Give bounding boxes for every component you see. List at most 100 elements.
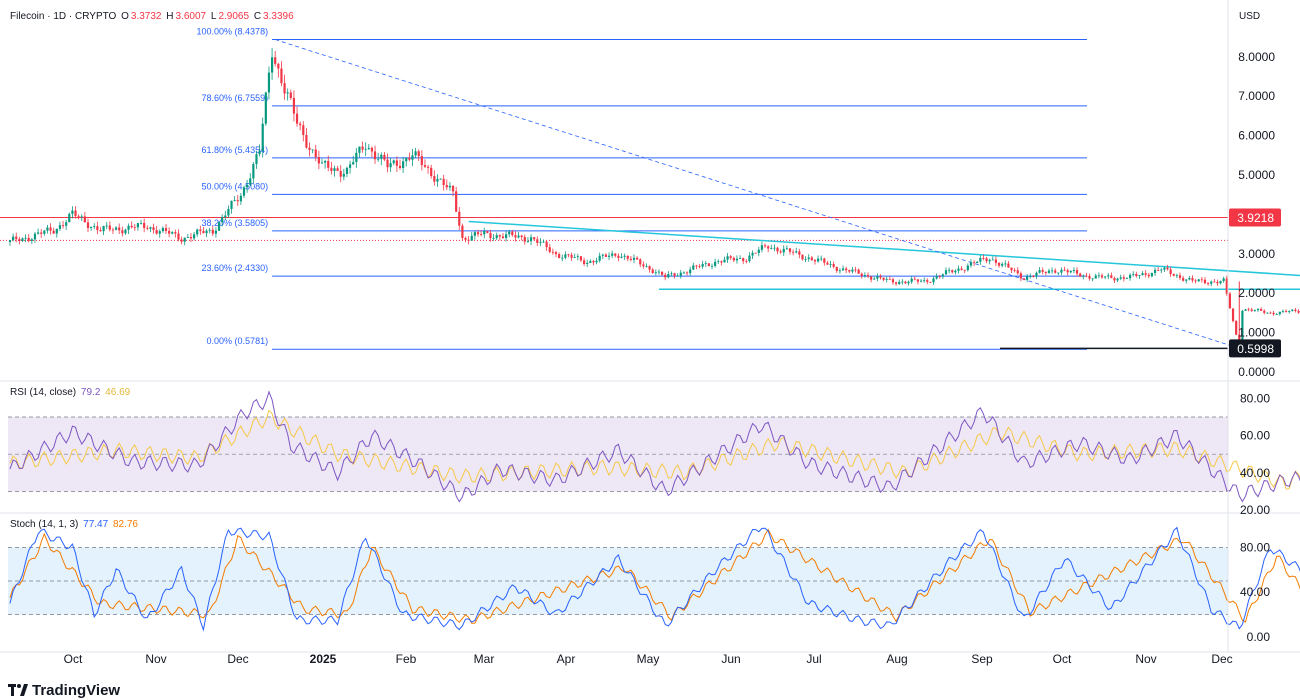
candle-body (985, 258, 988, 262)
candle-body (236, 200, 239, 202)
candle-body (286, 92, 289, 94)
candle-body (717, 261, 720, 263)
candle-body (960, 268, 963, 270)
candle-body (1047, 270, 1051, 273)
candle-body (676, 275, 679, 277)
candle-body (813, 260, 817, 262)
stoch-d-line (9, 528, 1300, 624)
candle-body (1001, 263, 1004, 266)
candle-body (1163, 267, 1166, 270)
candle-body (1072, 270, 1076, 271)
candle-body (1113, 278, 1116, 281)
candle-body (130, 225, 133, 228)
tradingview-logo[interactable]: TradingView (8, 682, 120, 699)
candle-body (1007, 263, 1010, 268)
stoch-k-line (9, 526, 1300, 632)
candle-body (1160, 269, 1163, 271)
candle-body (121, 230, 124, 234)
candle-body (277, 63, 280, 69)
candle-body (1256, 309, 1260, 311)
candle-body (383, 154, 386, 160)
candle-body (1085, 275, 1088, 277)
candle-body (1253, 310, 1256, 311)
rsi-ma-value: 46.69 (105, 387, 131, 398)
candle-body (473, 232, 476, 236)
candle-body (1278, 311, 1281, 315)
candle-body (202, 230, 205, 234)
price-tick-label: 7.0000 (1238, 89, 1275, 103)
fib-level-label: 100.00% (8.4378) (197, 27, 269, 37)
candle-body (211, 229, 214, 234)
time-tick-label: May (637, 652, 660, 666)
candle-body (448, 185, 452, 188)
candle-body (252, 164, 255, 179)
price-badge-label: 3.9218 (1237, 211, 1274, 225)
candle-body (979, 257, 982, 262)
candle-body (249, 178, 252, 185)
candle-body (420, 156, 423, 166)
candle-body (879, 276, 882, 278)
time-tick-label: Jul (806, 652, 821, 666)
candle-body (542, 241, 545, 243)
candle-body (695, 265, 698, 267)
candle-body (848, 270, 851, 272)
axes: 8.00007.00006.00005.00004.00003.00002.00… (0, 0, 1300, 666)
candle-body (1203, 279, 1207, 284)
candle-body (136, 223, 140, 228)
candle-body (1119, 277, 1122, 279)
candle-body (692, 265, 695, 270)
candle-body (845, 268, 848, 271)
candle-body (1169, 269, 1172, 275)
high-value: 3.6007 (175, 11, 207, 22)
time-tick-label: Mar (474, 652, 495, 666)
candle-body (314, 149, 317, 157)
candle-body (1297, 310, 1300, 313)
rsi-tick-label: 20.00 (1240, 503, 1270, 517)
candle-body (239, 195, 242, 202)
candle-body (364, 148, 367, 150)
candle-body (327, 160, 330, 168)
rsi-value: 79.2 (80, 387, 101, 398)
candle-body (1097, 275, 1100, 277)
candle-body (904, 281, 907, 284)
candle-body (773, 247, 776, 249)
candle-body (1185, 279, 1188, 281)
trendline (275, 39, 1240, 349)
candle-body (935, 276, 938, 279)
candle-body (1066, 270, 1069, 273)
candle-body (96, 226, 99, 231)
stoch-panel (8, 526, 1300, 632)
candle-body (230, 200, 233, 209)
stoch-header: Stoch (14, 1, 3) 77.47 82.76 (10, 519, 140, 530)
candle-body (1272, 312, 1275, 315)
candle-body (1100, 275, 1104, 278)
candle-body (963, 269, 966, 271)
candle-body (816, 258, 820, 262)
candle-body (754, 252, 757, 254)
candle-body (414, 151, 417, 156)
candle-body (636, 257, 639, 260)
candle-body (551, 251, 554, 253)
low-label: L (210, 11, 217, 22)
candle-body (1222, 278, 1225, 281)
candle-body (139, 222, 143, 224)
candle-body (1194, 280, 1197, 282)
candle-body (308, 147, 311, 150)
candle-body (1175, 275, 1178, 277)
candle-body (576, 256, 579, 258)
candle-body (392, 160, 395, 164)
candle-body (192, 234, 196, 239)
candle-body (1247, 309, 1250, 311)
candle-body (1241, 310, 1244, 349)
candle-body (1250, 309, 1253, 311)
candle-body (470, 235, 473, 241)
candle-body (458, 211, 461, 226)
candle-body (1035, 272, 1038, 277)
candle-body (102, 226, 105, 232)
candle-body (233, 200, 236, 201)
candle-body (1032, 276, 1035, 277)
candle-body (1128, 274, 1132, 279)
candle-body (183, 237, 186, 242)
candle-body (1069, 270, 1072, 273)
